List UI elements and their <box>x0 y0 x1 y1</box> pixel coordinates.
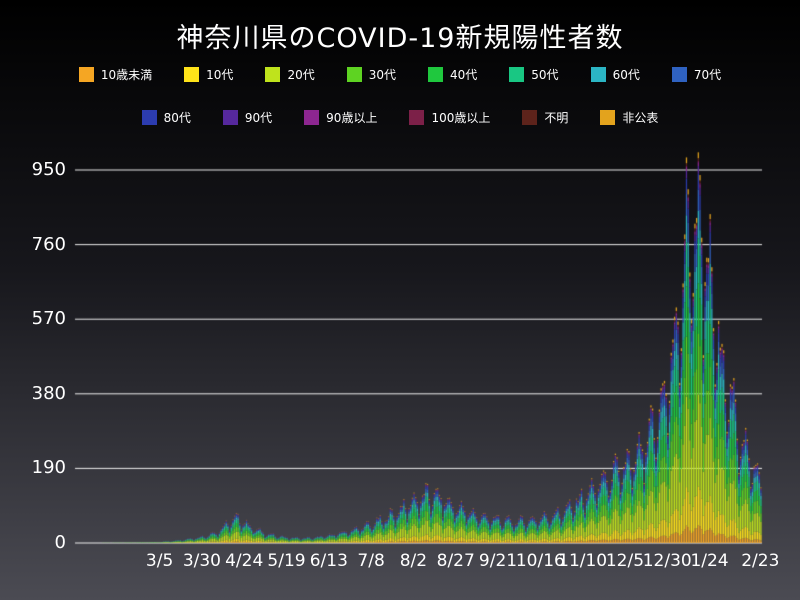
x-tick-label: 3/30 <box>182 551 221 571</box>
legend-item: 20代 <box>265 66 315 83</box>
x-tick-label: 5/19 <box>267 551 306 571</box>
x-tick-label: 11/10 <box>558 551 608 571</box>
legend-label: 10代 <box>206 68 234 82</box>
legend-swatch-icon <box>409 110 425 125</box>
legend-label: 10歳未満 <box>100 68 153 82</box>
legend-item: 40代 <box>428 66 477 83</box>
y-tick-label: 190 <box>31 457 66 479</box>
legend-label: 不明 <box>544 111 569 125</box>
legend-swatch-icon <box>304 110 320 125</box>
legend-item: 30代 <box>346 66 396 83</box>
x-tick-label: 8/27 <box>436 551 475 571</box>
legend-item: 10代 <box>184 66 233 83</box>
x-tick-label: 12/30 <box>642 551 692 571</box>
legend-swatch-icon <box>78 67 94 82</box>
chart-title: 神奈川県のCOVID-19新規陽性者数 <box>176 23 624 54</box>
legend-row-1: 10歳未満 10代 20代 30代 40代 50代 60代 70代 <box>0 66 800 83</box>
x-tick-label: 12/5 <box>605 551 645 571</box>
legend-label: 20代 <box>287 68 315 82</box>
legend-item: 50代 <box>509 66 559 83</box>
legend-item: 非公表 <box>600 109 658 126</box>
legend-label: 50代 <box>531 68 559 82</box>
x-tick-label: 4/24 <box>225 551 264 571</box>
y-tick-label: 570 <box>31 308 66 330</box>
legend-swatch-icon <box>522 110 538 125</box>
legend-label: 非公表 <box>622 111 659 125</box>
legend-swatch-icon <box>184 67 200 82</box>
legend-swatch-icon <box>600 110 616 125</box>
x-tick-label: 7/8 <box>357 551 385 571</box>
y-tick-label: 0 <box>54 532 66 553</box>
legend-swatch-icon <box>428 67 443 82</box>
x-tick-label: 1/24 <box>690 551 729 571</box>
legend-item: 10歳未満 <box>78 66 153 83</box>
legend-swatch-icon <box>222 110 238 125</box>
legend-label: 60代 <box>612 68 640 82</box>
legend-item: 70代 <box>671 66 722 83</box>
x-tick-label: 3/5 <box>145 551 174 571</box>
legend-swatch-icon <box>590 67 606 82</box>
legend-row-2: 80代 90代 90歳以上 100歳以上 不明 非公表 <box>0 109 800 126</box>
legend-item: 100歳以上 <box>409 109 490 126</box>
legend-swatch-icon <box>141 110 157 125</box>
y-tick-label: 950 <box>31 159 66 180</box>
legend-item: 90代 <box>222 109 273 126</box>
legend-label: 40代 <box>450 68 478 82</box>
x-tick-label: 6/13 <box>309 551 348 571</box>
legend-swatch-icon <box>509 67 525 82</box>
legend-item: 80代 <box>141 109 191 126</box>
y-tick-label: 760 <box>31 233 66 255</box>
legend-label: 70代 <box>693 68 722 82</box>
legend-item: 不明 <box>522 109 568 126</box>
legend-label: 90歳以上 <box>326 111 378 125</box>
legend-label: 90代 <box>244 111 273 125</box>
legend-label: 30代 <box>368 68 396 82</box>
legend-label: 80代 <box>163 111 191 125</box>
y-tick-label: 380 <box>31 382 66 404</box>
x-tick-label: 8/2 <box>399 551 428 571</box>
x-tick-label: 2/23 <box>741 551 780 571</box>
x-tick-label: 9/21 <box>478 551 518 571</box>
legend-item: 90歳以上 <box>304 109 377 126</box>
legend-item: 60代 <box>590 66 640 83</box>
legend-label: 100歳以上 <box>431 111 491 125</box>
legend-swatch-icon <box>265 67 281 82</box>
legend-swatch-icon <box>671 67 687 82</box>
legend-swatch-icon <box>346 67 362 82</box>
x-tick-label: 10/16 <box>515 551 565 571</box>
